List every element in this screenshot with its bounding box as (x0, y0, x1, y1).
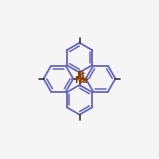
Text: B: B (77, 71, 85, 81)
Text: Na: Na (74, 76, 88, 85)
Text: +: + (82, 75, 89, 84)
Text: -: - (83, 69, 86, 79)
